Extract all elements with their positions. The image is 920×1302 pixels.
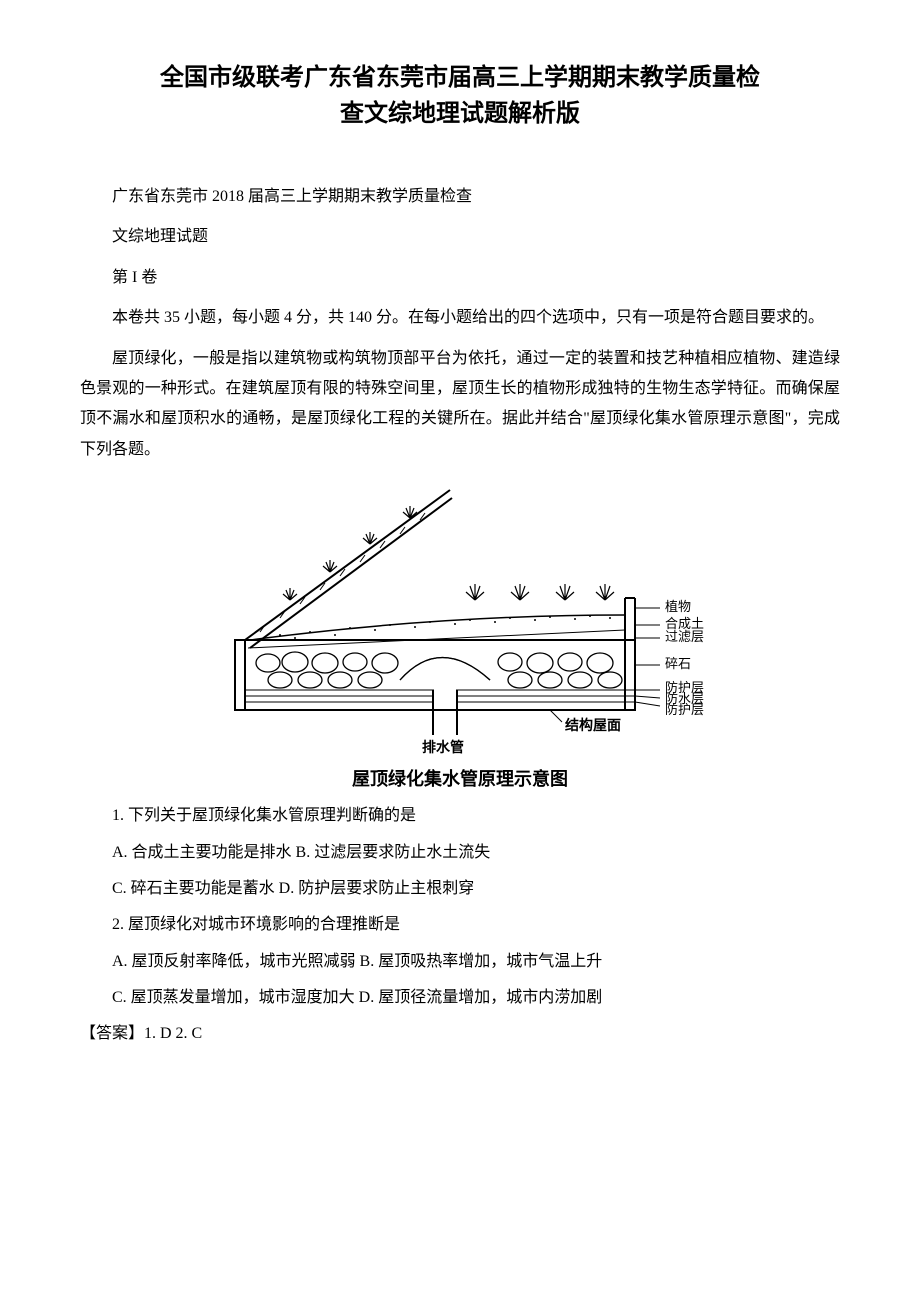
label-plant: 植物 <box>665 599 691 614</box>
subtitle-subject: 文综地理试题 <box>80 222 840 252</box>
document-title: 全国市级联考广东省东莞市届高三上学期期末教学质量检 查文综地理试题解析版 <box>80 60 840 132</box>
label-protect2: 防护层 <box>665 702 704 717</box>
q1-options-ab: A. 合成土主要功能是排水 B. 过滤层要求防止水土流失 <box>80 838 840 868</box>
q2-options-ab: A. 屋顶反射率降低，城市光照减弱 B. 屋顶吸热率增加，城市气温上升 <box>80 947 840 977</box>
intro-paragraph: 本卷共 35 小题，每小题 4 分，共 140 分。在每小题给出的四个选项中，只… <box>80 303 840 333</box>
title-line-1: 全国市级联考广东省东莞市届高三上学期期末教学质量检 <box>160 65 760 91</box>
label-structure: 结构屋面 <box>565 717 621 734</box>
figure-caption: 屋顶绿化集水管原理示意图 <box>80 765 840 791</box>
q2-options-cd: C. 屋顶蒸发量增加，城市湿度加大 D. 屋顶径流量增加，城市内涝加剧 <box>80 983 840 1013</box>
label-filter: 过滤层 <box>665 629 704 644</box>
passage-paragraph: 屋顶绿化，一般是指以建筑物或构筑物顶部平台为依托，通过一定的装置和技艺种植相应植… <box>80 344 840 466</box>
q1-options-cd: C. 碎石主要功能是蓄水 D. 防护层要求防止主根刺穿 <box>80 874 840 904</box>
subtitle-exam: 广东省东莞市 2018 届高三上学期期末教学质量检查 <box>80 182 840 212</box>
title-line-2: 查文综地理试题解析版 <box>340 101 580 127</box>
q2-stem: 2. 屋顶绿化对城市环境影响的合理推断是 <box>80 910 840 940</box>
subtitle-volume: 第 I 卷 <box>80 263 840 293</box>
q1-stem: 1. 下列关于屋顶绿化集水管原理判断确的是 <box>80 801 840 831</box>
roof-greening-diagram: 植物 合成土 过滤层 碎石 防护层 防水层 防护层 结构屋面 排水管 屋顶绿化集… <box>80 480 840 791</box>
label-gravel: 碎石 <box>665 656 691 671</box>
answer-line: 【答案】1. D 2. C <box>80 1019 840 1049</box>
label-drain: 排水管 <box>422 739 464 756</box>
